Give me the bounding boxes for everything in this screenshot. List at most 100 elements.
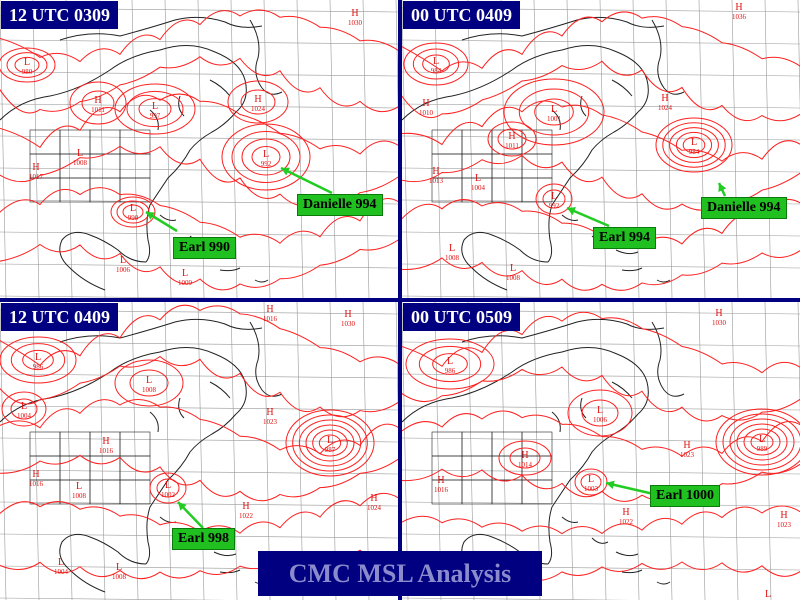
panel-time-label: 00 UTC 0409 [403, 1, 521, 29]
high-pressure-marker: H [351, 8, 358, 19]
pressure-centers: H1030L986L1006H1023L989H1014H1016L1003H1… [434, 308, 792, 600]
isobars [0, 304, 398, 580]
low-pressure-marker: L [691, 137, 697, 148]
low-pressure-marker: L [765, 589, 771, 600]
low-pressure-marker: L [759, 434, 765, 445]
pressure-value: 1014 [518, 461, 533, 469]
pressure-value: 1030 [341, 320, 356, 328]
storm-arrow [605, 481, 659, 497]
low-pressure-marker: L [433, 56, 439, 67]
storm-arrowhead [178, 502, 187, 511]
pressure-value: 992 [261, 160, 272, 168]
chart-title: CMC MSL Analysis [258, 551, 542, 596]
high-pressure-marker: H [102, 436, 109, 447]
isobars [402, 11, 800, 291]
pressure-value: 1004 [471, 184, 486, 192]
storm-arrowhead [281, 167, 290, 176]
horizontal-divider [0, 298, 800, 302]
low-pressure-marker: L [58, 557, 64, 568]
pressure-value: 1002 [161, 491, 176, 499]
pressure-value: 980 [22, 68, 33, 76]
pressure-value: 1011 [91, 106, 105, 114]
pressure-value: 1024 [251, 105, 266, 113]
low-pressure-marker: L [146, 375, 152, 386]
high-pressure-marker: H [370, 493, 377, 504]
pressure-value: 989 [757, 445, 768, 453]
pressure-value: 1017 [29, 173, 44, 181]
storm-arrowhead [567, 207, 576, 216]
pressure-value: 1008 [506, 274, 521, 282]
high-pressure-marker: H [32, 162, 39, 173]
pressure-value: 1016 [99, 447, 114, 455]
low-pressure-marker: L [551, 191, 557, 202]
pressure-value: 986 [33, 363, 44, 371]
high-pressure-marker: H [254, 94, 261, 105]
high-pressure-marker: H [422, 98, 429, 109]
high-pressure-marker: H [683, 440, 690, 451]
high-pressure-marker: H [661, 93, 668, 104]
pressure-value: 1008 [72, 492, 87, 500]
storm-arrows [605, 480, 659, 497]
pressure-value: 1008 [73, 159, 88, 167]
high-pressure-marker: H [508, 131, 515, 142]
low-pressure-marker: L [475, 173, 481, 184]
low-pressure-marker: L [510, 263, 516, 274]
pressure-value: 1023 [680, 451, 695, 459]
low-pressure-marker: L [130, 203, 136, 214]
pressure-value: 997 [150, 112, 161, 120]
high-pressure-marker: H [437, 475, 444, 486]
low-pressure-marker: L [551, 104, 557, 115]
map-panel-12utc-0309: L 980 H 1011 L 997 H 1024 H 1030 L 992 L 1008 H 1017 L 99… [0, 0, 398, 298]
isobars [402, 311, 800, 588]
storm-label-earl: Earl 1000 [650, 485, 720, 507]
storm-label-earl: Earl 994 [593, 227, 656, 249]
high-pressure-marker: H [344, 309, 351, 320]
high-pressure-marker: H [622, 507, 629, 518]
pressure-value: 1022 [239, 512, 254, 520]
low-pressure-marker: L [152, 101, 158, 112]
pressure-value: 1016 [263, 315, 278, 323]
panel-time-label: 12 UTC 0309 [1, 1, 119, 29]
storm-arrowhead [718, 183, 727, 192]
pressure-value: 1010 [419, 109, 434, 117]
pressure-value: 1030 [712, 319, 727, 327]
pressure-value: 1004 [54, 568, 69, 576]
low-pressure-marker: L [77, 148, 83, 159]
storm-label-danielle: Danielle 994 [701, 197, 787, 219]
pressure-value: 984 [431, 67, 442, 75]
pressure-value: 1016 [434, 486, 449, 494]
pressure-value: 1023 [263, 418, 278, 426]
low-pressure-marker: L [116, 562, 122, 573]
storm-arrowhead [146, 212, 155, 220]
pressure-value: 1024 [658, 104, 673, 112]
pressure-value: 1024 [367, 504, 382, 512]
pressure-value: 1008 [112, 573, 127, 581]
low-pressure-marker: L [263, 149, 269, 160]
high-pressure-marker: H [735, 2, 742, 13]
pressure-value: 1011 [505, 142, 519, 150]
high-pressure-marker: H [715, 308, 722, 319]
pressure-value: 1009 [178, 279, 193, 287]
storm-arrowhead [606, 480, 615, 489]
storm-label-danielle: Danielle 994 [297, 194, 383, 216]
low-pressure-marker: L [447, 356, 453, 367]
pressure-value: 986 [445, 367, 456, 375]
low-pressure-marker: L [76, 481, 82, 492]
pressure-value: 1006 [116, 266, 131, 274]
lat-lon-grid [402, 302, 800, 600]
pressure-value: 1004 [17, 412, 32, 420]
high-pressure-marker: H [521, 450, 528, 461]
storm-arrows [177, 501, 204, 529]
pressure-value: 1008 [142, 386, 157, 394]
panel-time-label: 00 UTC 0509 [403, 303, 521, 331]
pressure-value: 1003 [584, 485, 599, 493]
pressure-value: 1001 [547, 115, 562, 123]
high-pressure-marker: H [32, 469, 39, 480]
coastline [402, 16, 685, 291]
pressure-value: 990 [128, 214, 139, 222]
pressure-value: 1036 [732, 13, 747, 21]
pressure-value: 1022 [619, 518, 634, 526]
storm-arrows [566, 182, 727, 228]
